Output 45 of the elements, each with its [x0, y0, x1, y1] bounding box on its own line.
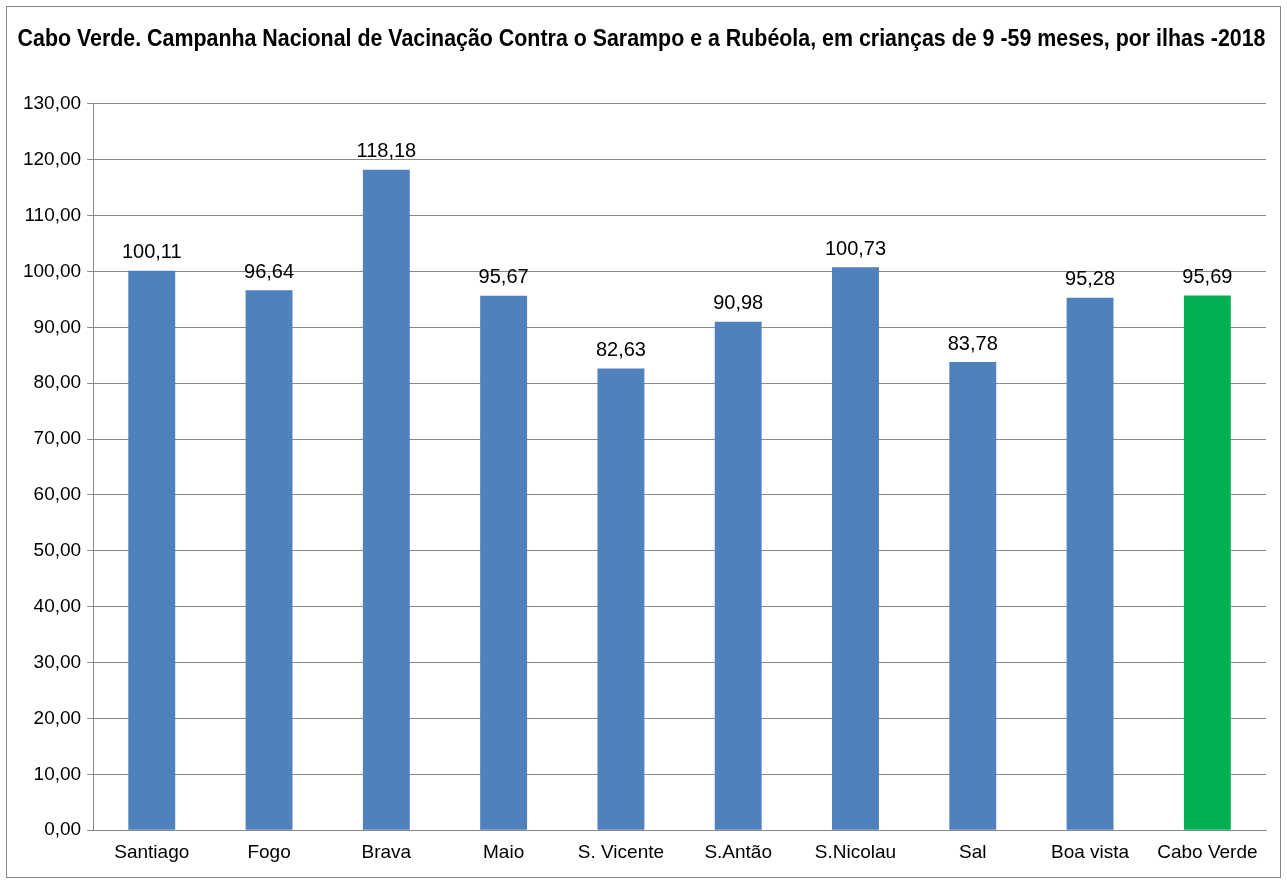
x-tick-label: Boa vista — [1050, 840, 1130, 862]
x-tick-label: Sal — [959, 840, 987, 862]
x-tick-label: Fogo — [247, 840, 291, 862]
bar — [714, 321, 762, 830]
data-label: 100,11 — [121, 240, 182, 263]
chart-title: Cabo Verde. Campanha Nacional de Vacinação Contra o Sarampo e a Rubéola, em crianças de 9 -59 meses, por ilhas -2018 — [17, 23, 1266, 52]
bar — [832, 267, 879, 830]
y-tick-label: 110,00 — [24, 203, 82, 225]
y-tick-label: 0,00 — [44, 818, 82, 840]
y-tick-label: 80,00 — [33, 371, 82, 393]
data-label: 95,67 — [478, 265, 529, 288]
x-tick-label: S.Nicolau — [814, 840, 897, 862]
x-tick-label: Maio — [483, 840, 525, 862]
bar — [128, 270, 176, 830]
x-tick-label: Santiago — [114, 840, 190, 862]
y-tick-label: 30,00 — [33, 650, 82, 672]
data-label: 95,69 — [1182, 265, 1233, 288]
y-tick-label: 130,00 — [22, 92, 82, 114]
data-label: 90,98 — [713, 291, 764, 314]
bar — [1066, 297, 1114, 830]
bar — [245, 290, 293, 830]
y-tick-label: 10,00 — [33, 762, 82, 784]
bar — [597, 368, 645, 830]
data-label: 118,18 — [356, 139, 417, 162]
data-label: 83,78 — [947, 331, 998, 354]
bar — [362, 169, 410, 830]
data-label: 82,63 — [595, 338, 646, 360]
x-tick-label: Cabo Verde — [1157, 840, 1258, 862]
data-label: 96,64 — [244, 259, 295, 282]
y-tick-label: 70,00 — [33, 427, 82, 449]
bar — [480, 295, 528, 830]
x-tick-label: S. Vicente — [577, 840, 665, 862]
x-tick-label: S.Antão — [704, 840, 773, 862]
data-label: 100,73 — [824, 236, 887, 259]
y-tick-label: 60,00 — [33, 483, 82, 505]
y-tick-label: 40,00 — [33, 594, 82, 616]
y-tick-label: 90,00 — [33, 315, 82, 337]
x-tick-label: Brava — [361, 840, 412, 862]
bar — [1183, 295, 1231, 830]
bar — [949, 362, 997, 830]
data-label: 95,28 — [1065, 267, 1116, 290]
y-tick-label: 20,00 — [33, 706, 82, 728]
y-tick-label: 100,00 — [22, 259, 82, 281]
y-tick-label: 50,00 — [33, 539, 82, 561]
y-tick-label: 120,00 — [22, 147, 82, 169]
